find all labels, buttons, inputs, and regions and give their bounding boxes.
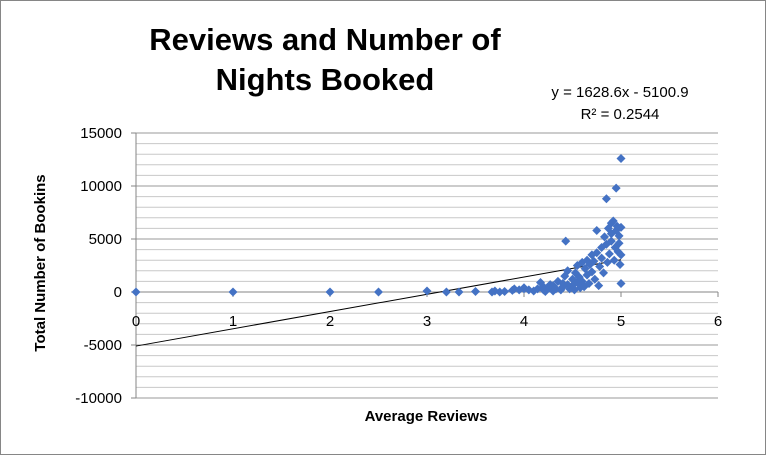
trendline [135, 259, 622, 347]
y-tick-label: 15000 [80, 125, 122, 142]
data-point [584, 279, 594, 289]
data-point [616, 279, 626, 289]
y-tick-label: 0 [114, 284, 122, 301]
x-axis-label: Average Reviews [365, 408, 488, 425]
data-point [602, 257, 612, 267]
data-point [604, 249, 614, 259]
y-axis-label: Total Number of Bookins [32, 174, 49, 351]
trendline-equation: y = 1628.6x - 5100.9 [551, 84, 689, 101]
data-point [325, 287, 335, 297]
data-point [599, 268, 609, 278]
x-tick-label: 2 [326, 313, 334, 330]
trendline-r-squared: R² = 0.2544 [580, 106, 660, 123]
data-point [614, 238, 624, 248]
data-point [441, 287, 451, 297]
data-point [592, 226, 602, 236]
tick-labels: 0 1 2 3 4 5 6 -10000 -5000 0 5000 10000 15000 [75, 125, 722, 407]
data-point [594, 281, 604, 291]
x-tick-label: 5 [617, 313, 625, 330]
data-point [590, 274, 600, 284]
y-tick-label: 10000 [80, 178, 122, 195]
data-point [616, 153, 626, 163]
data-point [228, 287, 238, 297]
data-point [608, 216, 618, 226]
data-point [609, 255, 619, 265]
y-tick-label: -10000 [75, 390, 122, 407]
data-point [563, 266, 573, 276]
gridlines [136, 132, 718, 399]
y-tick-label: -5000 [84, 337, 122, 354]
x-tick-label: 3 [423, 313, 431, 330]
data-point [500, 286, 510, 296]
data-points [131, 153, 626, 297]
y-tick-label: 5000 [89, 231, 122, 248]
x-tick-label: 6 [714, 313, 722, 330]
data-point [614, 231, 624, 241]
data-point [561, 236, 571, 246]
trendline-label: y = 1628.6x - 5100.9 R² = 0.2544 [520, 82, 720, 126]
data-point [611, 183, 621, 193]
data-point [422, 286, 432, 296]
axes [131, 132, 719, 399]
data-point [595, 262, 605, 272]
data-point [600, 232, 610, 242]
data-point [587, 267, 597, 277]
data-point [471, 286, 480, 296]
data-point [592, 248, 602, 258]
data-point [601, 194, 611, 204]
x-tick-label: 1 [229, 313, 237, 330]
data-point [597, 253, 607, 263]
data-point [615, 259, 625, 269]
data-point [606, 236, 616, 246]
x-tick-label: 0 [132, 313, 140, 330]
data-point [616, 250, 626, 260]
chart-title: Reviews and Number of Nights Booked [149, 22, 501, 97]
data-point [374, 287, 383, 297]
data-point [454, 287, 464, 297]
x-tick-label: 4 [520, 313, 528, 330]
data-point [131, 287, 141, 297]
data-point [616, 222, 626, 232]
data-point [589, 256, 599, 266]
